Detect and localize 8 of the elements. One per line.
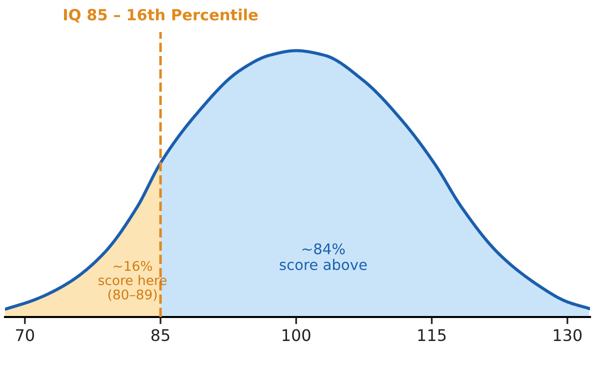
- annotation: ~84% score above: [280, 243, 367, 270]
- annotation: ~16% score here (80–89): [98, 260, 167, 302]
- x-tick-label: 100: [282, 329, 310, 342]
- x-tick-label: 85: [151, 329, 170, 342]
- x-tick-label: 115: [418, 329, 446, 342]
- x-tick-label: 130: [554, 329, 582, 342]
- ref-line-label: IQ 85 – 16th Percentile: [64, 8, 258, 22]
- x-tick-label: 70: [16, 329, 34, 342]
